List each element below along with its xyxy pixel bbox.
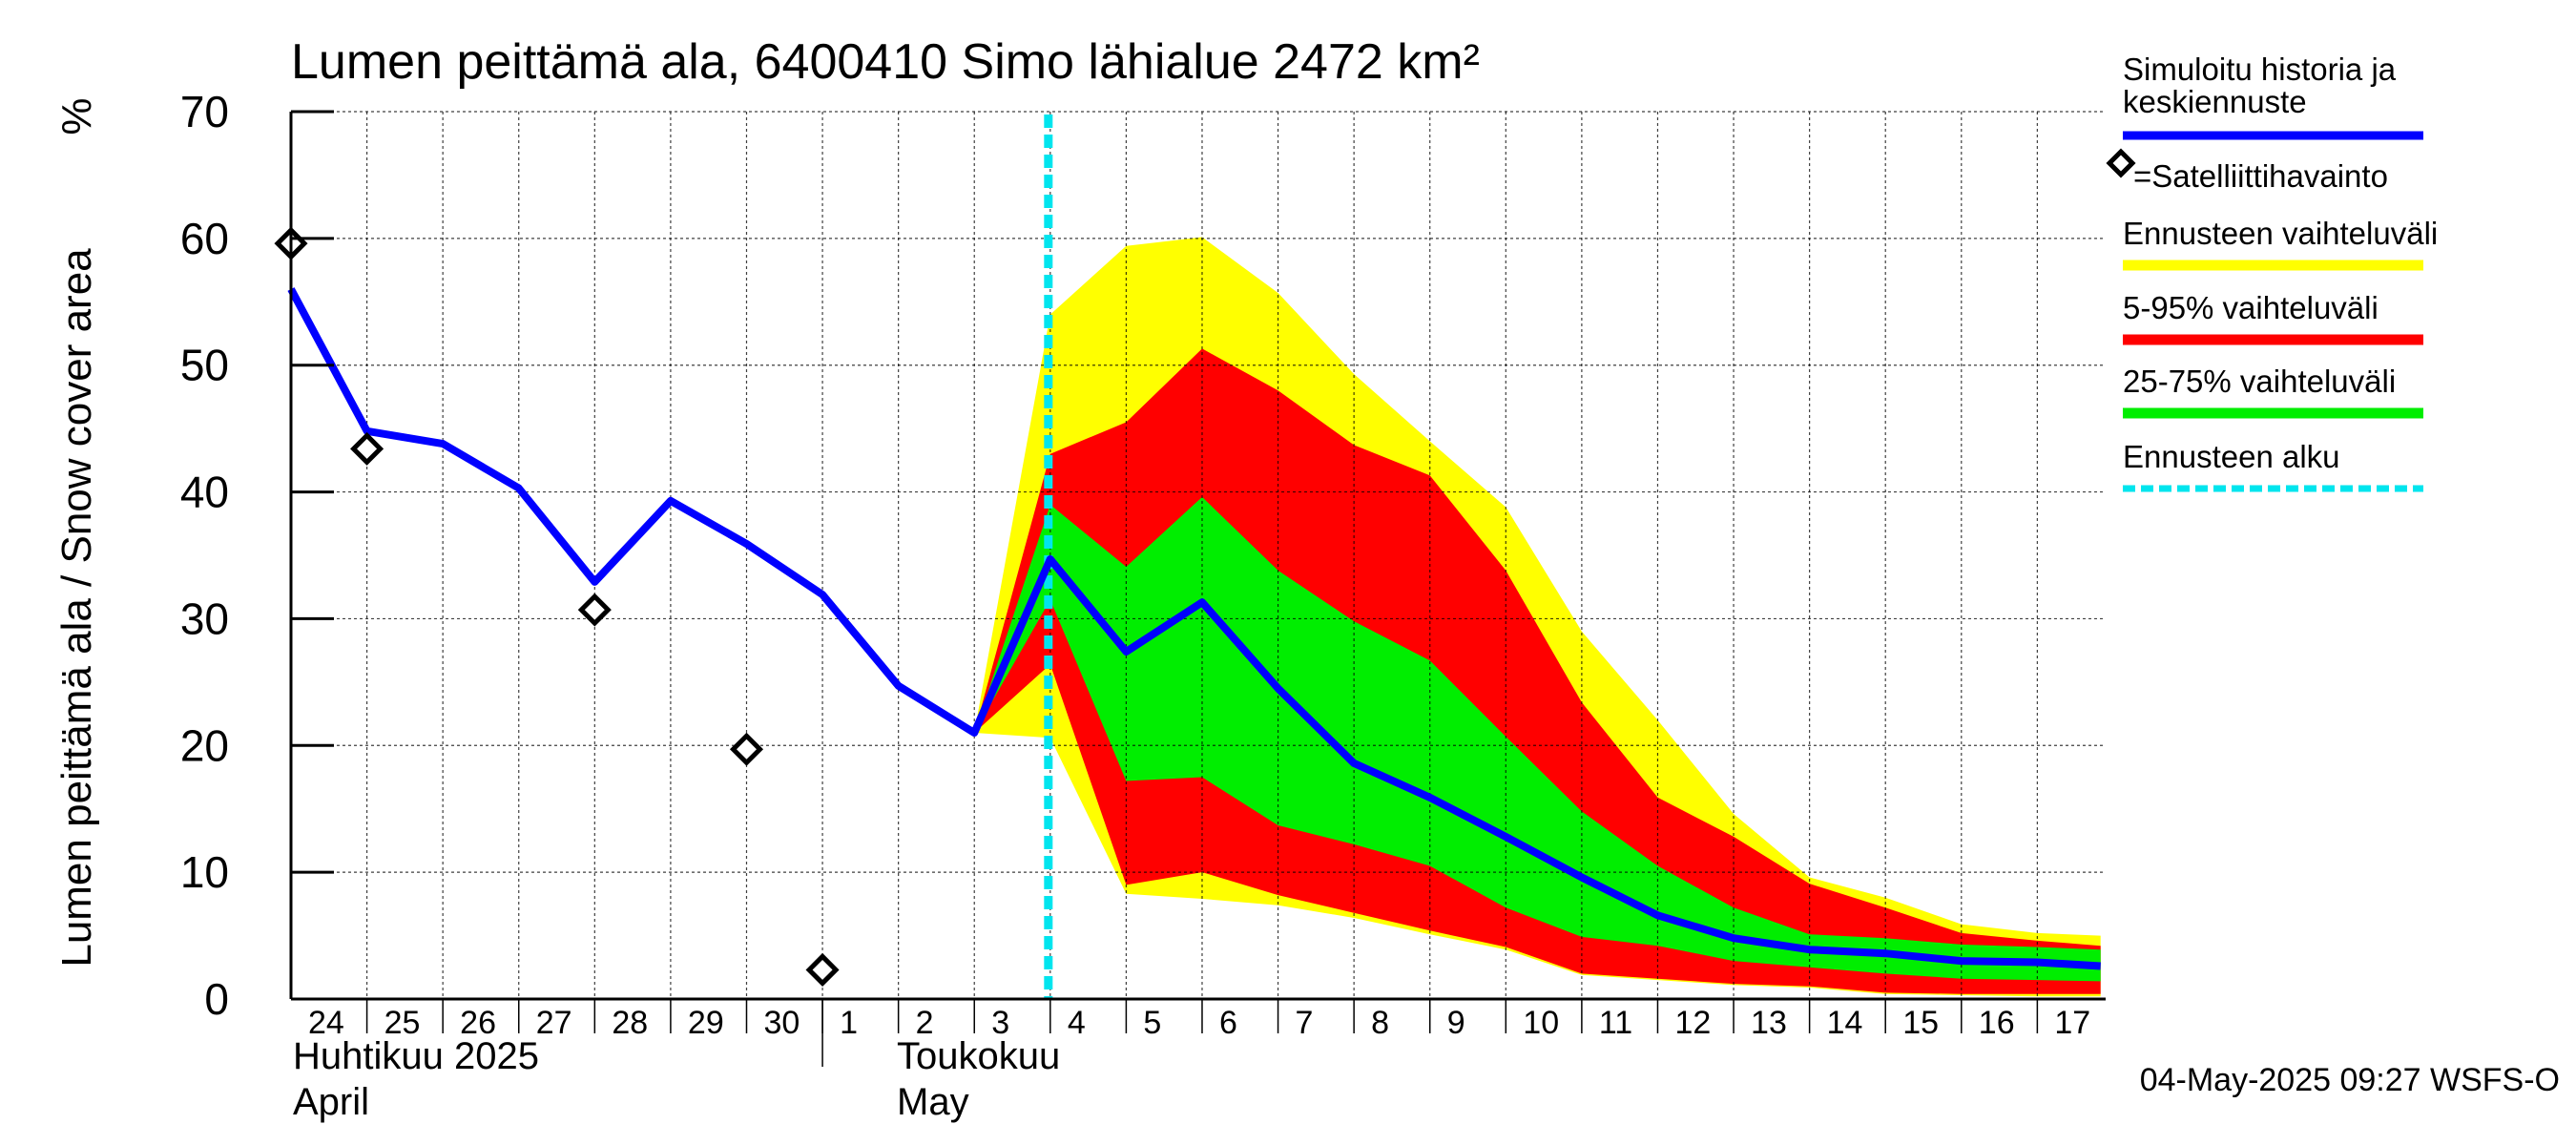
x-tick-label: 5 xyxy=(1143,1005,1161,1041)
series-line-1 xyxy=(287,287,2101,970)
x-tick-label: 26 xyxy=(460,1005,496,1041)
x-tick-label: 17 xyxy=(2054,1005,2090,1041)
x-tick-label: 8 xyxy=(1371,1005,1389,1041)
x-tick-label: 7 xyxy=(1296,1005,1314,1041)
x-tick-label: 28 xyxy=(612,1005,648,1041)
y-tick-label: 50 xyxy=(180,341,229,390)
y-axis-unit: % xyxy=(53,97,100,135)
y-tick-label: 20 xyxy=(180,720,229,770)
x-tick-label: 9 xyxy=(1447,1005,1465,1041)
legend-label-range-25-75: 25-75% vaihteluväli xyxy=(2123,364,2396,399)
month-label-april-en: April xyxy=(293,1081,369,1123)
x-tick-label: 24 xyxy=(308,1005,344,1041)
legend-label-satellite: =Satelliittihavainto xyxy=(2133,158,2388,194)
legend-label-forecast-range: Ennusteen vaihteluväli xyxy=(2123,216,2438,251)
timestamp: 04-May-2025 09:27 WSFS-O xyxy=(2140,1062,2560,1098)
x-tick-label: 14 xyxy=(1827,1005,1863,1041)
month-label-may-en: May xyxy=(897,1081,969,1123)
legend-label-range-5-95: 5-95% vaihteluväli xyxy=(2123,290,2379,325)
y-tick-label: 40 xyxy=(180,468,229,517)
y-tick-label: 70 xyxy=(180,87,229,136)
satellite-observation-point xyxy=(350,431,384,466)
legend-label-forecast-start: Ennusteen alku xyxy=(2123,439,2340,474)
legend-swatch-satellite xyxy=(2106,148,2136,178)
x-tick-label: 2 xyxy=(916,1005,934,1041)
month-label-may-fi: Toukokuu xyxy=(897,1035,1060,1077)
band-3 xyxy=(974,496,2101,982)
x-tick-label: 6 xyxy=(1219,1005,1237,1041)
x-tick-label: 15 xyxy=(1902,1005,1939,1041)
x-tick-label: 4 xyxy=(1068,1005,1086,1041)
x-tick-label: 16 xyxy=(1979,1005,2015,1041)
band-2 xyxy=(974,348,2101,994)
y-tick-label: 60 xyxy=(180,214,229,263)
legend-label-mean-line2: keskiennuste xyxy=(2123,84,2307,119)
x-tick-label: 13 xyxy=(1751,1005,1787,1041)
chart-title: Lumen peittämä ala, 6400410 Simo lähialu… xyxy=(291,34,1480,90)
x-tick-label: 27 xyxy=(536,1005,572,1041)
satellite-observation-point xyxy=(729,732,764,766)
month-label-april-fi: Huhtikuu 2025 xyxy=(293,1035,539,1077)
satellite-observation-point xyxy=(805,952,840,987)
grid xyxy=(291,111,2106,999)
x-tick-label: 29 xyxy=(688,1005,724,1041)
x-tick-label: 12 xyxy=(1674,1005,1711,1041)
x-tick-label: 1 xyxy=(840,1005,858,1041)
x-tick-label: 11 xyxy=(1599,1005,1632,1041)
x-tick-label: 3 xyxy=(991,1005,1009,1041)
y-axis-label: Lumen peittämä ala / Snow cover area xyxy=(53,248,100,968)
y-tick-label: 0 xyxy=(204,974,229,1024)
x-tick-label: 10 xyxy=(1523,1005,1559,1041)
x-tick-label: 25 xyxy=(384,1005,421,1041)
x-tick-label: 30 xyxy=(763,1005,800,1041)
forecast-bands xyxy=(974,237,2101,997)
legend-label-mean-line1: Simuloitu historia ja xyxy=(2123,52,2397,87)
y-tick-label: 30 xyxy=(180,593,229,643)
y-tick-label: 10 xyxy=(180,847,229,897)
satellite-observation-point xyxy=(577,593,612,627)
